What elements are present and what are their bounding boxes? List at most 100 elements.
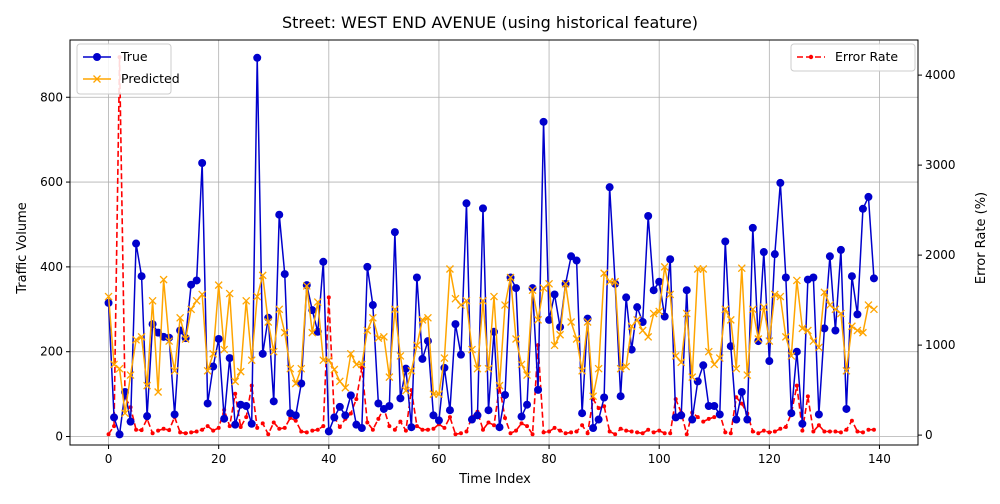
y-axis-label: Traffic Volume	[15, 202, 30, 295]
predicted-point	[302, 282, 311, 290]
error-rate-point	[563, 431, 568, 436]
y2-tick-label: 2000	[925, 248, 956, 262]
predicted-point	[550, 341, 559, 350]
error-rate-point	[431, 426, 436, 431]
error-rate-point	[304, 430, 309, 435]
predicted-point	[776, 292, 785, 301]
error-rate-point	[640, 431, 645, 436]
predicted-point	[721, 305, 730, 314]
true-point	[462, 199, 471, 208]
true-point	[247, 419, 256, 428]
predicted-point	[506, 273, 515, 282]
error-rate-point	[458, 431, 463, 436]
predicted-point	[126, 371, 135, 379]
predicted-point	[539, 284, 548, 293]
predicted-point	[622, 362, 631, 371]
predicted-point	[275, 305, 284, 314]
predicted-point	[644, 332, 653, 341]
predicted-point	[143, 381, 152, 390]
predicted-point	[479, 296, 487, 305]
x-axis-label: Time Index	[458, 472, 531, 487]
y-tick-label: 800	[40, 90, 63, 104]
error-rate-point	[613, 432, 618, 437]
error-rate-point	[150, 431, 155, 436]
error-rate-point	[767, 430, 772, 435]
predicted-point	[798, 324, 807, 333]
x-tick-label: 140	[868, 452, 891, 466]
error-rate-point	[668, 431, 673, 436]
predicted-point	[715, 354, 724, 363]
predicted-point	[666, 290, 675, 299]
true-point	[523, 400, 532, 409]
predicted-point	[567, 318, 576, 326]
true-point	[721, 237, 730, 246]
error-rate-point	[337, 425, 342, 429]
true-point	[445, 406, 454, 415]
true-point	[715, 410, 724, 419]
error-rate-point	[183, 431, 188, 436]
predicted-point	[528, 286, 537, 295]
plot-frame	[69, 39, 919, 446]
true-point	[346, 391, 355, 400]
error-rate-point	[778, 426, 783, 431]
error-rate-point	[794, 383, 799, 388]
error-rate-point	[464, 429, 469, 434]
true-point	[517, 412, 526, 421]
predicted-point	[699, 265, 708, 273]
true-point	[385, 401, 394, 410]
predicted-point	[225, 289, 234, 298]
y2-tick-label: 3000	[925, 158, 956, 172]
error-rate-point	[866, 427, 871, 432]
predicted-point	[198, 290, 207, 299]
error-rate-point	[805, 394, 810, 399]
predicted-point	[820, 288, 829, 297]
true-point	[836, 245, 845, 254]
error-rate-point	[161, 426, 166, 431]
error-rate-point	[838, 430, 843, 435]
error-rate-point	[855, 429, 860, 434]
error-rate-point	[321, 424, 326, 429]
error-rate-point	[871, 427, 876, 432]
error-rate-point	[761, 428, 766, 433]
y2-tick-label: 1000	[925, 338, 956, 352]
predicted-point	[390, 305, 399, 314]
predicted-point	[247, 356, 256, 365]
true-point	[291, 411, 300, 420]
predicted-point	[545, 279, 554, 288]
predicted-point	[842, 366, 851, 375]
predicted-point	[858, 328, 867, 337]
predicted-point	[534, 315, 543, 324]
error-rate-point	[211, 428, 216, 433]
true-point	[732, 415, 741, 424]
true-point	[148, 320, 157, 329]
error-rate-point	[662, 431, 667, 436]
predicted-point	[379, 332, 388, 341]
predicted-point	[451, 294, 460, 303]
error-rate-point	[178, 430, 183, 435]
x-tick-label: 120	[758, 452, 781, 466]
true-point	[858, 204, 867, 213]
predicted-point	[368, 313, 377, 322]
predicted-point	[754, 335, 763, 343]
predicted-point	[187, 305, 196, 314]
series-layer	[104, 53, 878, 439]
predicted-point	[176, 313, 185, 322]
true-point	[666, 255, 675, 264]
x-tick-label: 40	[321, 452, 336, 466]
error-rate-point	[706, 416, 711, 421]
error-rate-point	[723, 430, 728, 435]
predicted-point	[330, 365, 339, 374]
true-point	[258, 349, 267, 358]
true-point	[710, 401, 719, 410]
error-rate-point	[800, 428, 805, 433]
true-point	[429, 411, 438, 420]
predicted-point	[649, 309, 658, 318]
predicted-point	[561, 279, 570, 288]
predicted-point	[853, 326, 862, 335]
chart-title: Street: WEST END AVENUE (using historica…	[282, 13, 698, 32]
predicted-point	[440, 354, 449, 363]
error-rate-point	[607, 429, 612, 434]
error-rate-point	[651, 430, 656, 435]
predicted-point	[484, 364, 493, 373]
predicted-point	[490, 292, 498, 301]
